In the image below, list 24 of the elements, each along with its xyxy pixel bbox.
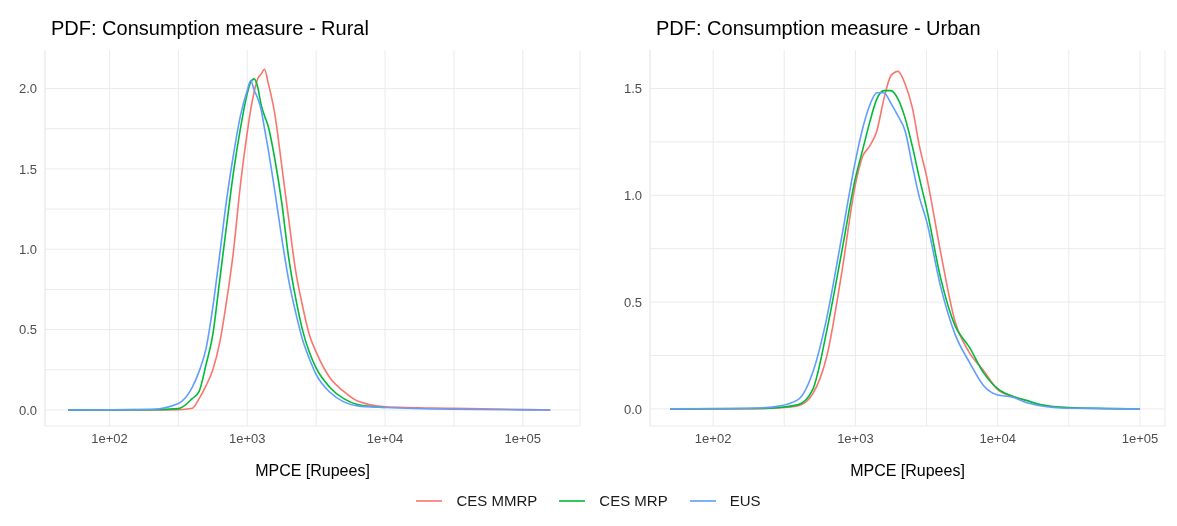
x-axis-title: MPCE [Rupees] [255, 462, 370, 479]
x-tick-label: 1e+03 [837, 431, 874, 447]
x-tick-label: 1e+05 [1121, 431, 1159, 447]
x-tick-label: 1e+02 [694, 431, 732, 447]
y-tick-label: 0.5 [18, 322, 37, 338]
y-tick-label: 1.0 [623, 187, 642, 203]
y-tick-label: 1.0 [18, 241, 37, 257]
x-tick-label: 1e+03 [229, 431, 266, 447]
legend-label: CES MMRP [456, 492, 538, 509]
chart-title: PDF: Consumption measure - Rural [50, 16, 370, 41]
y-tick-label: 0.0 [623, 401, 642, 417]
y-tick-label: 1.5 [18, 161, 37, 177]
y-tick-label: 0.0 [18, 402, 37, 418]
legend-label: EUS [729, 492, 761, 509]
x-tick-label: 1e+04 [366, 431, 404, 447]
x-tick-label: 1e+02 [91, 431, 128, 447]
y-tick-label: 2.0 [18, 81, 37, 97]
y-tick-label: 0.5 [623, 294, 642, 310]
legend-label: CES MRP [599, 492, 668, 509]
x-tick-label: 1e+04 [979, 431, 1016, 447]
y-tick-label: 1.5 [623, 81, 642, 97]
chart-title: PDF: Consumption measure - Urban [655, 16, 982, 41]
x-axis-title: MPCE [Rupees] [850, 462, 965, 479]
x-tick-label: 1e+05 [504, 431, 542, 447]
